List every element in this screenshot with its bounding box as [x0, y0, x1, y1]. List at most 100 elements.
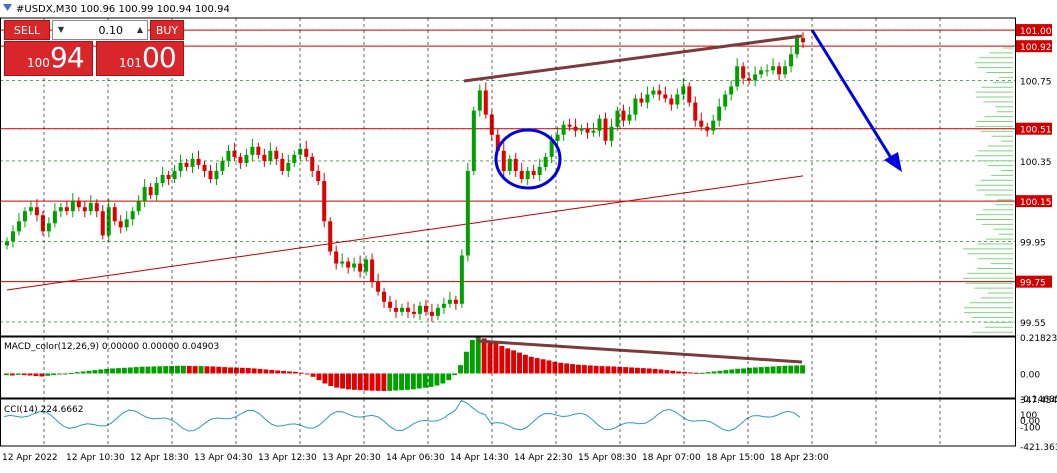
- candle-body: [735, 66, 740, 87]
- candle-body: [573, 126, 578, 131]
- candle-body: [801, 38, 806, 43]
- macd-bar: [511, 350, 517, 374]
- macd-bar: [587, 365, 593, 374]
- macd-bar: [163, 366, 169, 374]
- candle-body: [459, 255, 464, 304]
- candle-body: [370, 259, 375, 282]
- macd-bar: [251, 368, 257, 374]
- candle-body: [639, 98, 644, 103]
- macd-bar: [605, 366, 611, 374]
- time-axis: 12 Apr 2022 12 Apr 10:30 12 Apr 18:30 13 Ap…: [0, 17, 1016, 463]
- candle-body: [70, 201, 75, 212]
- moving-average-line: [6, 175, 804, 291]
- time-axis-label: 15 Apr 08:30: [578, 453, 637, 463]
- candle-body: [405, 307, 410, 312]
- buy-price-button[interactable]: 101 00: [96, 41, 184, 76]
- macd-bar: [458, 365, 463, 374]
- macd-bar: [322, 373, 328, 384]
- macd-bar: [116, 368, 121, 374]
- macd-bar: [517, 352, 522, 374]
- macd-bar: [292, 371, 298, 374]
- candle-body: [250, 146, 255, 155]
- macd-bar: [564, 363, 570, 374]
- candle-body: [411, 311, 416, 314]
- panel-frame: [0, 17, 1016, 337]
- macd-bar: [422, 373, 428, 388]
- macd-bar: [676, 371, 682, 374]
- candle-body: [465, 170, 470, 256]
- candle-body: [699, 120, 704, 127]
- candle-body: [591, 130, 596, 133]
- candle-body: [495, 134, 500, 151]
- price-axis-label: 100.51: [1020, 126, 1052, 136]
- candle-body: [220, 160, 225, 171]
- macd-bar: [363, 373, 369, 391]
- candle-body: [34, 207, 39, 216]
- buy-button[interactable]: BUY: [150, 20, 184, 40]
- macd-bar: [39, 373, 45, 377]
- lot-increase-icon[interactable]: ▲: [136, 24, 144, 34]
- sell-price-big: 94: [50, 41, 85, 74]
- macd-bar: [239, 367, 245, 374]
- cci-axis-label: 347.4546: [1020, 396, 1057, 406]
- macd-bar: [151, 366, 157, 374]
- chart-header-title: #USDX,M30 100.96 100.99 100.94 100.94: [16, 4, 230, 15]
- cci-title: CCI(14) 224.6662: [4, 405, 84, 415]
- macd-bar: [304, 373, 310, 375]
- macd-bar: [688, 372, 693, 374]
- candle-body: [184, 162, 189, 167]
- macd-bar: [127, 367, 133, 374]
- macd-bar: [15, 373, 21, 375]
- lot-size-input[interactable]: 0.10: [52, 20, 148, 40]
- macd-bar: [770, 366, 776, 374]
- macd-bar: [670, 370, 676, 374]
- candle-body: [16, 221, 21, 232]
- macd-bar: [469, 340, 475, 374]
- cci-line: [3, 399, 801, 432]
- candle-body: [28, 207, 33, 212]
- macd-bar: [204, 366, 210, 374]
- candle-body: [525, 170, 530, 180]
- bearish-arrow-head: [884, 152, 902, 172]
- macd-bar: [693, 372, 699, 374]
- candle-body: [352, 263, 357, 268]
- macd-bar: [593, 365, 599, 374]
- macd-bar: [228, 367, 233, 374]
- candle-body: [172, 170, 177, 180]
- macd-bar: [711, 371, 717, 374]
- candle-body: [112, 207, 117, 222]
- candle-body: [310, 156, 315, 171]
- cci-axis-label: -100: [1020, 423, 1041, 433]
- candle-body: [543, 156, 548, 167]
- macd-bar: [62, 373, 68, 375]
- sell-price-button[interactable]: 100 94: [4, 41, 93, 76]
- candle-body: [549, 140, 554, 157]
- chart-triangle-icon: [3, 4, 12, 11]
- panel-frame: [0, 336, 1016, 399]
- price-axis-label: 100.15: [1020, 198, 1052, 208]
- candle-body: [561, 124, 566, 135]
- buy-price-big: 00: [142, 41, 177, 74]
- macd-bar: [522, 354, 528, 374]
- price-axis-label: 101.00: [1020, 27, 1052, 37]
- macd-bar: [416, 373, 422, 389]
- price-axis-label: 100.75: [1020, 77, 1052, 87]
- macd-bar: [328, 373, 334, 386]
- macd-bar: [121, 367, 127, 374]
- candle-body: [477, 90, 482, 111]
- macd-bar: [346, 373, 351, 390]
- bearish-arrow: [810, 29, 898, 167]
- macd-bar: [180, 365, 186, 374]
- macd-bar: [540, 359, 546, 374]
- candle-body: [340, 261, 345, 264]
- macd-bar: [705, 372, 711, 374]
- macd-bar: [729, 369, 735, 374]
- macd-bar: [428, 373, 434, 387]
- sell-button[interactable]: SELL: [4, 20, 50, 40]
- cci-axis-label: 100: [1020, 411, 1037, 421]
- macd-bar: [652, 368, 658, 374]
- lot-decrease-icon[interactable]: ▼: [57, 24, 65, 34]
- candle-body: [106, 207, 111, 236]
